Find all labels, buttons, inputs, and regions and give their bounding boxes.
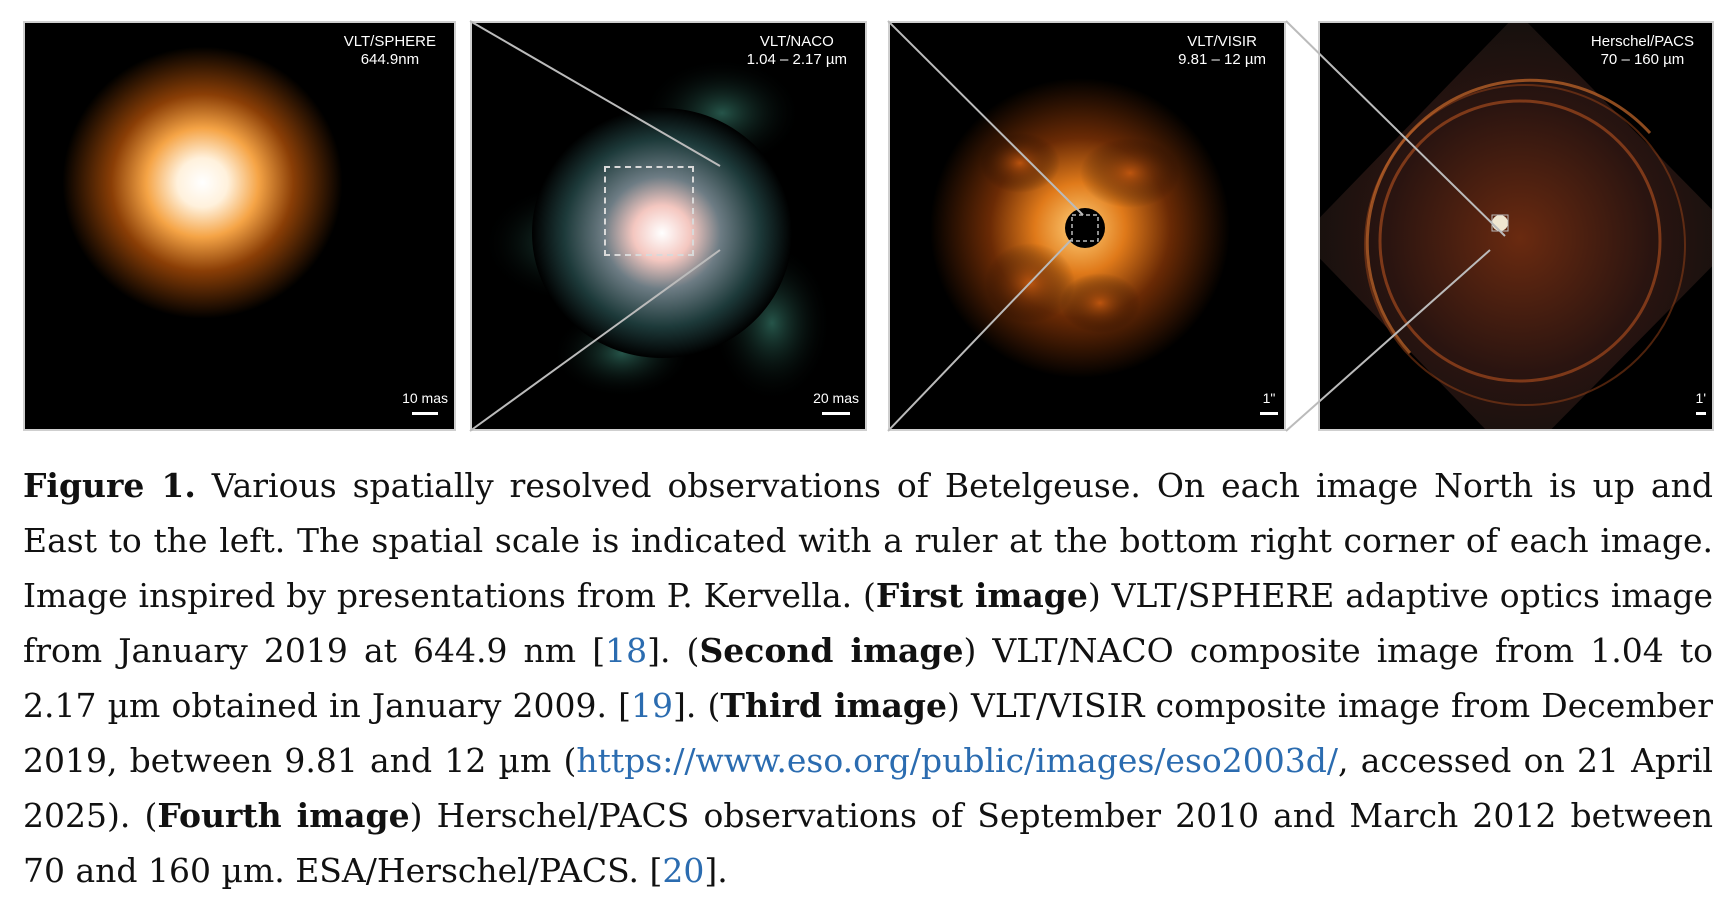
instrument-label: VLT/NACO [759,33,834,50]
scale-ruler: 10 mas [402,390,448,415]
caption-bold: Fourth image [157,796,410,835]
scale-bar [822,412,851,415]
zoom-box [604,166,694,256]
band-label: 9.81 – 12 µm [1178,51,1266,68]
scale-label: 1' [1695,390,1706,406]
caption-bold: Second image [699,631,964,670]
band-label: 70 – 160 µm [1600,51,1685,68]
instrument-label: Herschel/PACS [1590,33,1694,50]
visir-image [890,23,1284,429]
panel-sphere: VLT/SPHERE 644.9nm 10 mas [23,21,456,431]
panel-label: VLT/SPHERE 644.9nm [344,33,436,69]
scale-ruler: 1' [1696,390,1706,415]
citation-link[interactable]: 19 [631,686,674,725]
caption-bold: Third image [720,686,947,725]
scale-ruler: 20 mas [813,390,859,415]
panel-label: VLT/VISIR 9.81 – 12 µm [1178,33,1266,69]
caption-text: ) Herschel/PACS observations of Septembe… [23,796,1713,890]
figure-caption: Figure 1. Various spatially resolved obs… [23,458,1713,898]
caption-text: ]. ( [647,631,700,670]
scale-ruler: 1" [1260,390,1278,415]
caption-text: ]. [704,851,728,890]
scale-bar [1695,412,1706,415]
panel-label: VLT/NACO 1.04 – 2.17 µm [747,33,847,69]
citation-link[interactable]: 20 [662,851,705,890]
caption-text: ) VLT/SPHERE adaptive optics image from … [23,576,1713,670]
panel-herschel: Herschel/PACS 70 – 160 µm 1' [1318,21,1714,431]
caption-text: ]. ( [673,686,721,725]
instrument-label: VLT/SPHERE [343,33,436,50]
scale-label: 10 mas [402,390,448,406]
caption-text: , accessed on 21 April 2025). ( [23,741,1713,835]
caption-bold: First image [875,576,1088,615]
instrument-label: VLT/VISIR [1187,33,1257,50]
herschel-image [1320,23,1712,429]
scale-bar [412,412,439,415]
citation-link[interactable]: 18 [605,631,648,670]
scale-bar [1260,412,1278,415]
caption-text: Various spatially resolved observations … [23,466,1713,615]
caption-label: Figure 1. [23,466,196,505]
panel-naco: VLT/NACO 1.04 – 2.17 µm 20 mas [470,21,867,431]
caption-text: ) VLT/VISIR composite image from Decembe… [23,686,1713,780]
sphere-image [25,23,454,429]
band-label: 644.9nm [360,51,420,68]
panel-visir: VLT/VISIR 9.81 – 12 µm 1" [888,21,1286,431]
caption-text: ) VLT/NACO composite image from 1.04 to … [23,631,1713,725]
scale-label: 20 mas [813,390,859,406]
url-link[interactable]: https://www.eso.org/public/images/eso200… [576,741,1338,780]
panel-label: Herschel/PACS 70 – 160 µm [1591,33,1694,69]
band-label: 1.04 – 2.17 µm [746,51,847,68]
scale-label: 1" [1262,390,1276,406]
figure-panels: VLT/SPHERE 644.9nm 10 mas [0,0,1735,440]
